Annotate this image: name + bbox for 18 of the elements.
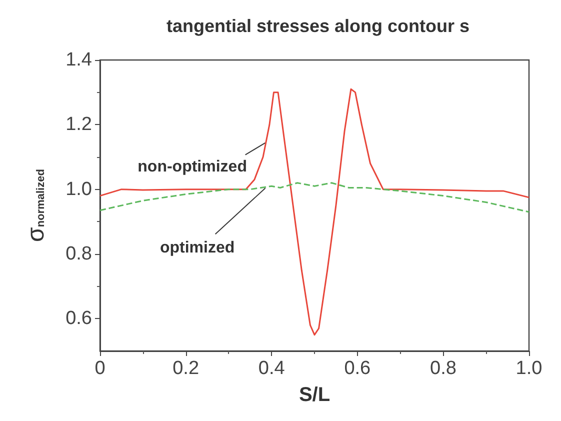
y-tick-label: 1.4 [66,50,92,70]
x-tick-label: 0 [94,358,106,379]
x-tick-label: 0.2 [172,358,200,379]
line-series [99,88,530,336]
chart-title: tangential stresses along contour s [166,16,470,36]
line-series [99,182,530,213]
y-axis-title: σnormalized [22,169,50,242]
x-tick-label: 0.8 [430,358,456,379]
y-tick-label: 1.2 [66,114,92,136]
y-tick-label: 1.0 [66,178,92,200]
y-tick-label: 0.6 [66,308,92,330]
y-tick-label: 0.8 [66,244,92,264]
x-tick-label: 0.4 [258,358,286,379]
x-tick-label: 0.6 [344,358,371,379]
x-axis-title: S/L [298,384,330,406]
annotation: non-optimized [138,158,247,176]
annotation: optimized [160,240,235,257]
x-tick-label: 1.0 [516,358,542,379]
